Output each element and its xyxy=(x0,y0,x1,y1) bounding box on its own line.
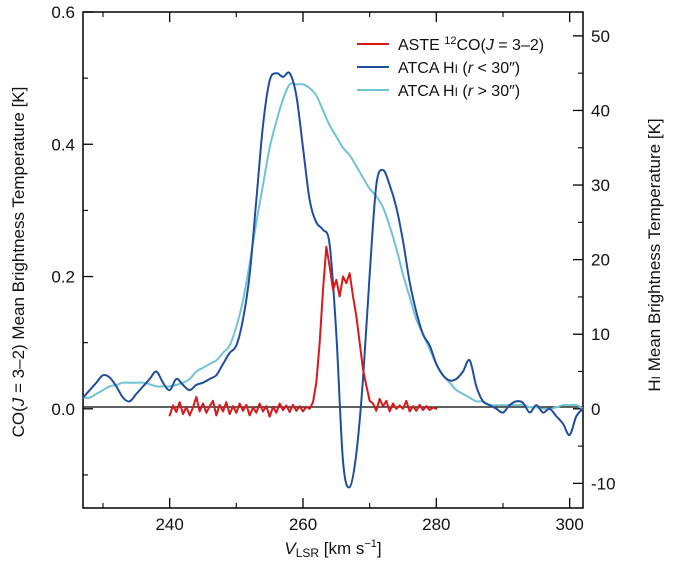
y-right-tick-label: -10 xyxy=(591,474,616,493)
y-right-tick-label: 50 xyxy=(591,27,610,46)
y-right-tick-label: 0 xyxy=(591,400,600,419)
right-y-axis-title-rest: Mean Brightness Temperature [K] xyxy=(645,118,664,376)
legend-label-co: ASTE 12CO(J = 3–2) xyxy=(398,35,544,54)
right-y-axis-title-i: I xyxy=(649,376,663,379)
x-axis-title: VLSR [km s−1] xyxy=(284,538,381,560)
left-y-axis-title: CO(J = 3–2) Mean Brightness Temperature … xyxy=(9,87,28,438)
series-line-hi-outer xyxy=(82,82,584,410)
x-axis-title-end: ] xyxy=(377,539,382,558)
left-y-axis-title-b: = 3–2) Mean Brightness Temperature [K] xyxy=(9,87,28,398)
y-right-tick-label: 10 xyxy=(591,325,610,344)
y-right-tick-label: 40 xyxy=(591,101,610,120)
right-y-axis-title: HI Mean Brightness Temperature [K] xyxy=(645,118,664,391)
right-y-axis-title-h: H xyxy=(645,379,664,391)
x-axis-title-sub: LSR xyxy=(296,546,320,560)
x-axis-title-rest: [km s xyxy=(319,539,364,558)
x-tick-label: 260 xyxy=(289,515,317,534)
legend-label-hi-inner: ATCA HI (r < 30″) xyxy=(398,60,520,77)
y-right-tick-label: 30 xyxy=(591,176,610,195)
x-axis-title-v: V xyxy=(284,539,297,558)
x-tick-label: 240 xyxy=(155,515,183,534)
x-axis-title-exp: −1 xyxy=(364,538,377,550)
series-layer xyxy=(82,71,584,489)
y-left-tick-label: 0.2 xyxy=(51,268,75,287)
y-left-tick-label: 0.6 xyxy=(51,3,75,22)
y-right-tick-label: 20 xyxy=(591,251,610,270)
y-left-tick-label: 0.0 xyxy=(51,400,75,419)
series-line-co xyxy=(168,245,438,418)
y-left-tick-label: 0.4 xyxy=(51,135,75,154)
legend-label-hi-outer: ATCA HI (r > 30″) xyxy=(398,83,520,100)
legend: ASTE 12CO(J = 3–2) ATCA HI (r < 30″) ATC… xyxy=(357,35,544,100)
x-tick-label: 280 xyxy=(422,515,450,534)
left-y-axis-title-j: J xyxy=(9,397,28,407)
left-y-axis-title-a: CO( xyxy=(9,406,28,438)
ticks-layer: 240 260 280 300 0.0 0.2 0.4 0.6 -10 0 10 20 30 40 50 xyxy=(51,3,615,534)
x-tick-label: 300 xyxy=(555,515,583,534)
series-line-hi-inner xyxy=(82,71,584,489)
